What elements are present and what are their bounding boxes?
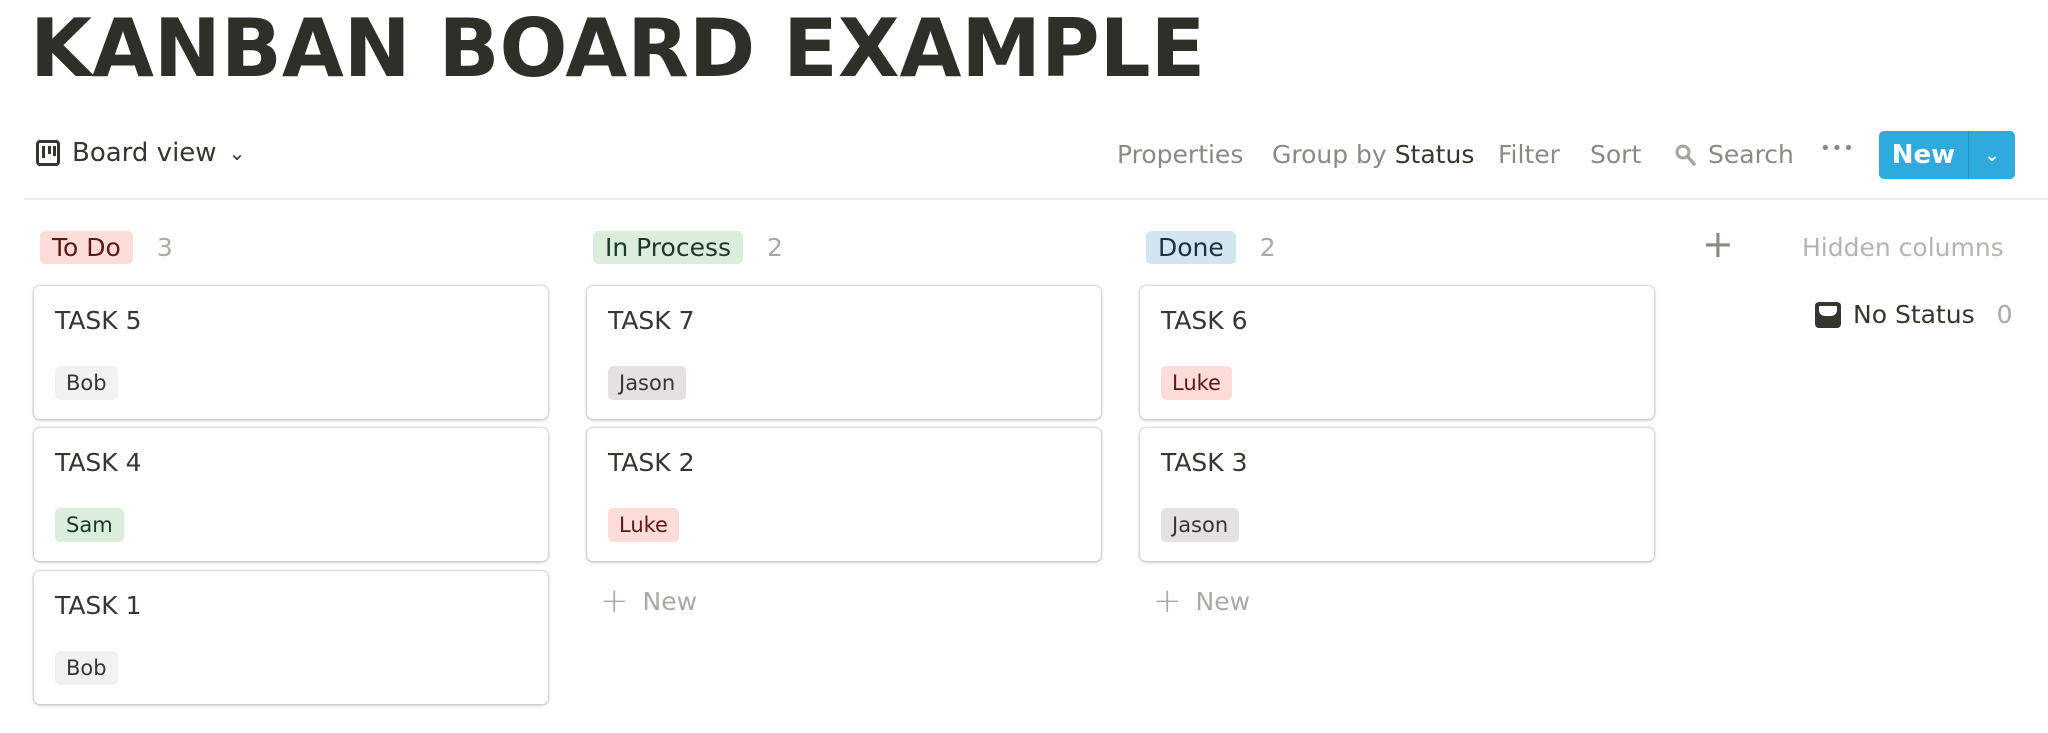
new-dropdown-chevron-icon[interactable]: ⌄ (1984, 144, 2000, 166)
hidden-column-no-status[interactable]: No Status 0 (1815, 300, 2013, 329)
task-card[interactable]: TASK 6 Luke (1140, 286, 1654, 419)
add-card-label: New (642, 586, 698, 616)
task-card[interactable]: TASK 7 Jason (587, 286, 1101, 419)
view-label: Board view (72, 138, 217, 168)
column-header: Done 2 (1146, 231, 1276, 264)
column-header: In Process 2 (593, 231, 783, 264)
search-label: Search (1708, 140, 1794, 169)
column-count: 2 (1259, 233, 1276, 262)
search-button[interactable]: Search (1674, 140, 1794, 169)
assignee-tag: Jason (1161, 508, 1240, 542)
add-card-label: New (1195, 586, 1251, 616)
card-title: TASK 4 (55, 448, 142, 477)
task-card[interactable]: TASK 3 Jason (1140, 428, 1654, 561)
filter-button[interactable]: Filter (1498, 140, 1560, 169)
more-options-icon[interactable]: ••• (1820, 138, 1855, 159)
column-header: To Do 3 (40, 231, 173, 264)
new-button[interactable]: New (1879, 131, 1969, 179)
assignee-tag: Bob (55, 651, 118, 685)
task-card[interactable]: TASK 1 Bob (34, 571, 548, 704)
group-by-button[interactable]: Group by Status (1272, 140, 1474, 169)
assignee-tag: Jason (608, 366, 687, 400)
column-count: 3 (156, 233, 173, 262)
card-title: TASK 2 (608, 448, 695, 477)
add-card-button[interactable]: + New (1153, 581, 1250, 621)
new-button-group[interactable]: New ⌄ (1879, 131, 2015, 179)
card-title: TASK 6 (1161, 306, 1248, 335)
assignee-tag: Luke (1161, 366, 1232, 400)
task-card[interactable]: TASK 4 Sam (34, 428, 548, 561)
hidden-columns-label: Hidden columns (1802, 233, 2004, 262)
task-card[interactable]: TASK 2 Luke (587, 428, 1101, 561)
plus-icon: + (600, 581, 629, 621)
page-title: KANBAN BOARD EXAMPLE (30, 2, 1206, 95)
card-title: TASK 3 (1161, 448, 1248, 477)
group-by-prefix: Group by (1272, 140, 1387, 169)
column-status-pill[interactable]: In Process (593, 231, 744, 264)
column-count: 2 (767, 233, 783, 262)
plus-icon: + (1153, 581, 1182, 621)
group-by-value: Status (1394, 140, 1475, 169)
card-title: TASK 7 (608, 306, 695, 335)
board-icon (36, 140, 60, 166)
hidden-column-count: 0 (1996, 300, 2013, 329)
view-switcher[interactable]: Board view ⌄ (36, 138, 245, 168)
add-card-button[interactable]: + New (600, 581, 697, 621)
properties-button[interactable]: Properties (1117, 140, 1244, 169)
assignee-tag: Sam (55, 508, 124, 542)
chevron-down-icon: ⌄ (228, 141, 246, 165)
sort-button[interactable]: Sort (1590, 140, 1642, 169)
column-status-pill[interactable]: To Do (40, 231, 133, 264)
card-title: TASK 1 (55, 591, 142, 620)
task-card[interactable]: TASK 5 Bob (34, 286, 548, 419)
add-column-button[interactable]: + (1702, 222, 1734, 266)
column-status-pill[interactable]: Done (1146, 231, 1236, 264)
assignee-tag: Luke (608, 508, 679, 542)
card-title: TASK 5 (55, 306, 142, 335)
assignee-tag: Bob (55, 366, 118, 400)
search-icon (1675, 144, 1696, 166)
toolbar-divider (24, 198, 2048, 200)
hidden-column-name: No Status (1853, 300, 1975, 329)
inbox-tray-icon (1815, 301, 1841, 328)
